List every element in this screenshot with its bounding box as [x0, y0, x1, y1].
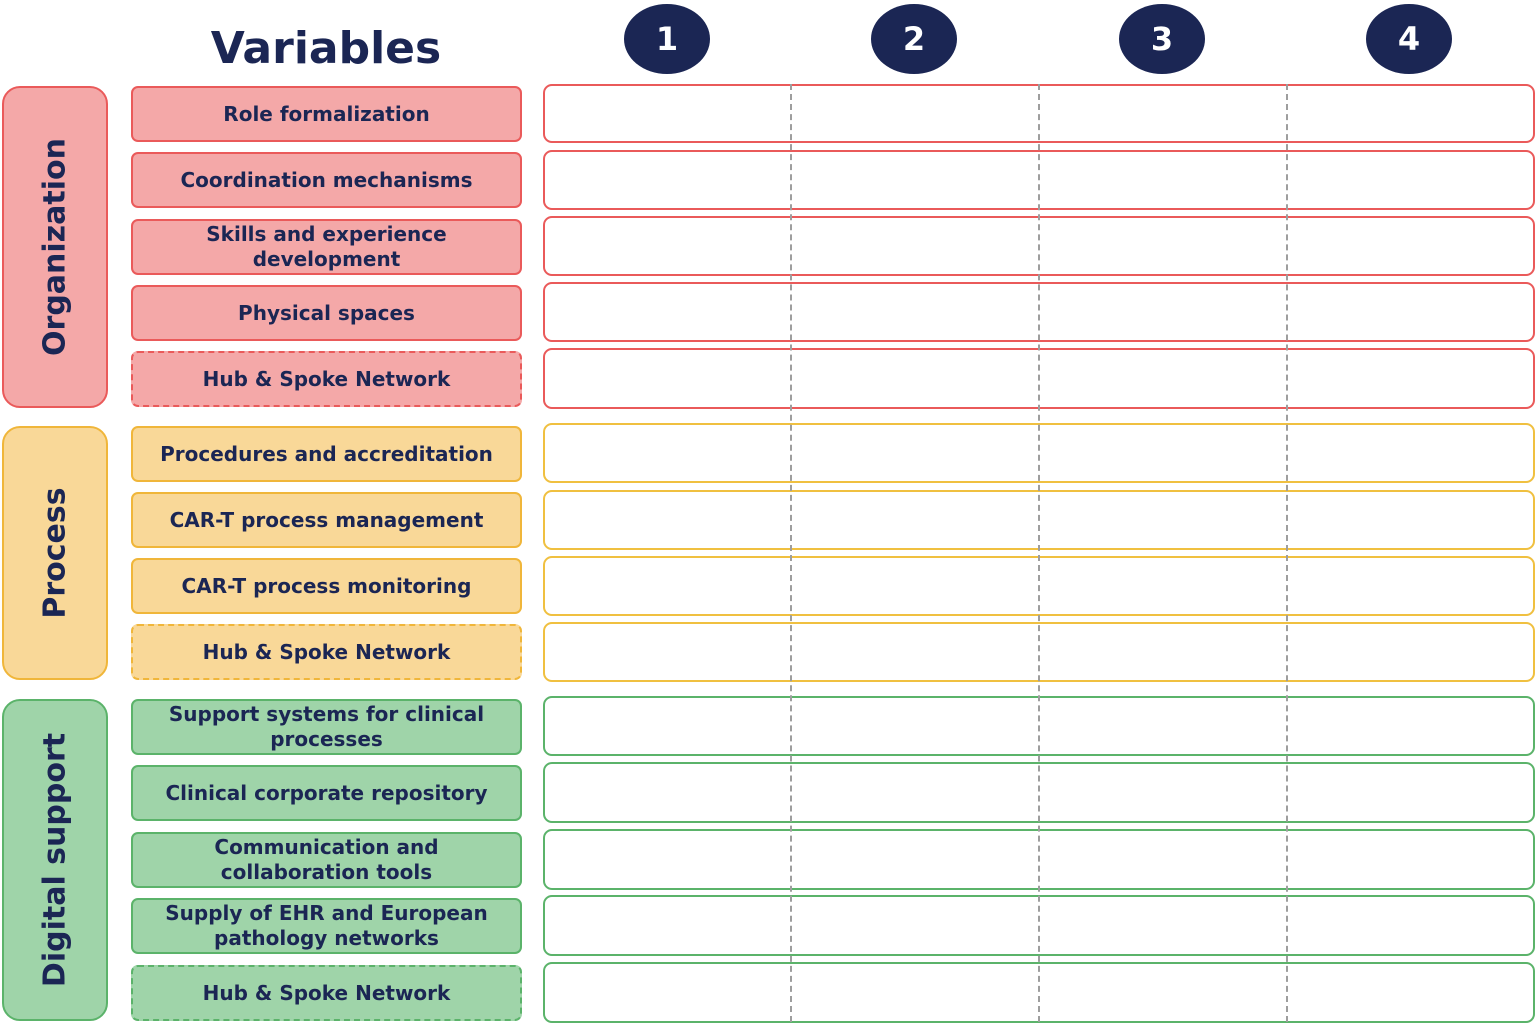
variable-label: Clinical corporate repository [165, 780, 488, 805]
column-divider [1038, 84, 1040, 1022]
variable-physical-spaces: Physical spaces [131, 285, 522, 341]
variable-hub-spoke-digital: Hub & Spoke Network [131, 965, 522, 1021]
variables-title: Variables [210, 22, 442, 74]
variable-cart-process-monitoring: CAR-T process monitoring [131, 558, 522, 614]
variable-support-systems: Support systems for clinical processes [131, 699, 522, 755]
group-digital-support: Digital support [2, 699, 108, 1021]
variable-label: Hub & Spoke Network [202, 639, 451, 664]
column-header-4: 4 [1366, 4, 1452, 74]
variable-label: Hub & Spoke Network [202, 980, 451, 1005]
variable-label: Hub & Spoke Network [202, 366, 451, 391]
variable-coordination-mechanisms: Coordination mechanisms [131, 152, 522, 208]
column-divider [1286, 84, 1288, 1022]
group-process: Process [2, 426, 108, 680]
group-organization: Organization [2, 86, 108, 408]
variable-label: Skills and experience development [206, 222, 447, 271]
variable-hub-spoke-organization: Hub & Spoke Network [131, 351, 522, 407]
variable-label: Physical spaces [238, 300, 415, 325]
column-header-3: 3 [1119, 4, 1205, 74]
variable-skills-experience: Skills and experience development [131, 219, 522, 275]
group-label: Organization [37, 138, 73, 356]
variable-label: Procedures and accreditation [160, 441, 493, 466]
column-header-1: 1 [624, 4, 710, 74]
variable-label: Support systems for clinical processes [168, 702, 485, 751]
variable-clinical-repository: Clinical corporate repository [131, 765, 522, 821]
group-label: Digital support [37, 732, 73, 988]
variable-label: Supply of EHR and European pathology net… [165, 901, 488, 950]
group-label: Process [37, 487, 73, 619]
variable-hub-spoke-process: Hub & Spoke Network [131, 624, 522, 680]
variable-procedures-accreditation: Procedures and accreditation [131, 426, 522, 482]
column-header-2: 2 [871, 4, 957, 74]
variable-label: Role formalization [223, 101, 430, 126]
variable-label: Communication and collaboration tools [214, 835, 439, 884]
variable-cart-process-management: CAR-T process management [131, 492, 522, 548]
variable-label: Coordination mechanisms [180, 167, 473, 192]
variable-label: CAR-T process monitoring [181, 573, 472, 598]
variable-label: CAR-T process management [169, 507, 484, 532]
variable-ehr-pathology-networks: Supply of EHR and European pathology net… [131, 898, 522, 954]
variable-role-formalization: Role formalization [131, 86, 522, 142]
column-divider [790, 84, 792, 1022]
variable-communication-tools: Communication and collaboration tools [131, 832, 522, 888]
